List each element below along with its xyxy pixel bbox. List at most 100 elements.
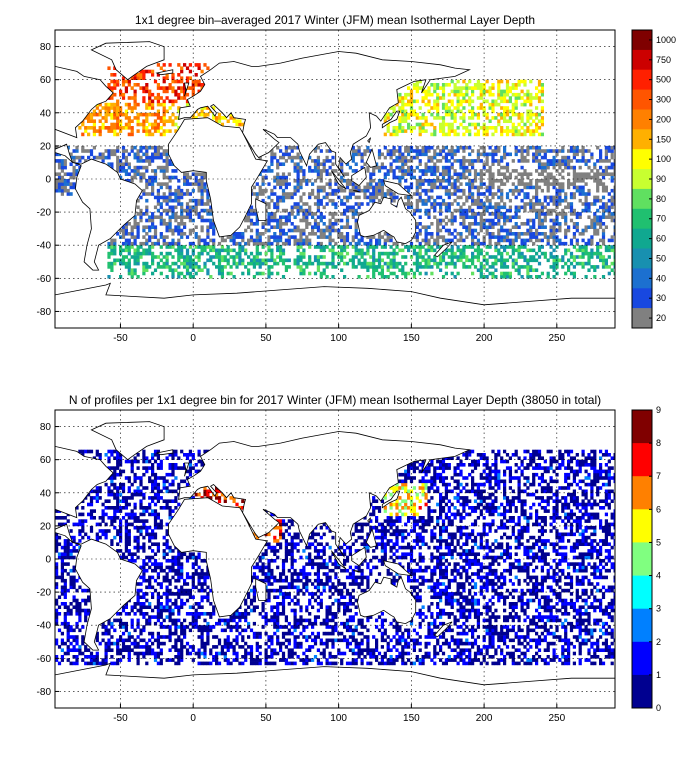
heatmap-cell [453,182,457,186]
heatmap-cell [546,165,550,170]
heatmap-cell [575,255,579,259]
heatmap-cell [148,179,152,183]
heatmap-cell [299,159,303,163]
heatmap-cell [267,245,271,249]
heatmap-cell [127,179,131,183]
heatmap-cell [433,651,437,656]
heatmap-cell [593,162,597,167]
heatmap-cell [505,132,510,137]
heatmap-cell [185,76,190,81]
heatmap-cell [183,208,187,213]
heatmap-cell [404,245,408,249]
heatmap-cell [604,655,609,659]
heatmap-cell [526,149,530,153]
heatmap-cell [273,238,277,243]
heatmap-cell [447,192,451,196]
heatmap-cell [508,232,513,236]
heatmap-cell [462,96,466,100]
heatmap-cell [587,172,591,177]
heatmap-cell [526,185,530,190]
heatmap-cell [552,258,556,263]
heatmap-cell [133,99,137,104]
heatmap-cell [116,169,120,173]
heatmap-cell [145,179,149,183]
heatmap-cell [369,175,373,180]
heatmap-cell [549,641,553,646]
heatmap-cell [412,251,417,256]
heatmap-cell [139,651,143,656]
heatmap-cell [380,185,385,190]
heatmap-cell [497,185,501,190]
heatmap-cell [316,169,321,173]
heatmap-cell [441,251,446,256]
heatmap-cell [319,188,323,193]
heatmap-cell [459,86,463,90]
heatmap-cell [220,265,225,269]
heatmap-cell [130,106,134,110]
heatmap-cell [430,205,434,210]
heatmap-cell [110,152,114,157]
heatmap-cell [238,248,242,253]
heatmap-cell [328,638,332,643]
heatmap-cell [546,241,550,246]
heatmap-cell [468,658,472,662]
heatmap-cell [409,129,414,133]
heatmap-cell [471,241,475,246]
heatmap-cell [535,122,539,127]
heatmap-cell [148,651,152,656]
heatmap-cell [436,92,440,97]
heatmap-cell [261,188,265,193]
colorbar-label: 60 [656,234,666,244]
heatmap-cell [87,155,91,160]
heatmap-cell [89,149,94,153]
heatmap-cell [424,225,428,230]
heatmap-cell [171,192,175,196]
heatmap-cell [78,648,82,653]
heatmap-cell [194,261,198,266]
heatmap-cell [188,255,193,259]
heatmap-cell [162,129,166,133]
heatmap-cell [165,235,169,239]
heatmap-cell [354,651,358,656]
heatmap-cell [581,265,585,269]
heatmap-cell [203,106,207,110]
heatmap-cell [514,145,518,150]
heatmap-cell [552,248,556,253]
heatmap-cell [101,159,105,163]
heatmap-cell [142,261,146,266]
heatmap-cell [255,192,259,196]
heatmap-cell [552,179,556,183]
heatmap-cell [485,208,489,213]
heatmap-cell [168,106,172,110]
heatmap-cell [581,192,585,196]
heatmap-cell [322,159,326,163]
heatmap-cell [127,102,131,107]
heatmap-cell [421,152,425,157]
heatmap-cell [311,658,315,662]
heatmap-cell [473,169,478,173]
heatmap-cell [482,658,486,662]
heatmap-cell [334,169,338,173]
heatmap-cell [127,268,131,273]
heatmap-cell [156,149,161,153]
heatmap-cell [540,658,545,662]
heatmap-cell [546,162,550,167]
heatmap-cell [130,241,134,246]
heatmap-cell [136,129,140,133]
heatmap-cell [537,126,542,130]
heatmap-cell [156,129,161,133]
heatmap-cell [567,162,571,167]
heatmap-cell [366,248,370,253]
heatmap-cell [206,228,210,233]
heatmap-cell [424,212,428,216]
heatmap-cell [441,641,446,646]
heatmap-cell [142,228,146,233]
heatmap-cell [75,145,79,150]
heatmap-cell [386,235,390,239]
heatmap-cell [281,215,286,220]
heatmap-cell [305,235,309,239]
heatmap-cell [511,126,515,130]
heatmap-cell [552,235,556,239]
heatmap-cell [415,179,419,183]
heatmap-cell [395,159,399,163]
